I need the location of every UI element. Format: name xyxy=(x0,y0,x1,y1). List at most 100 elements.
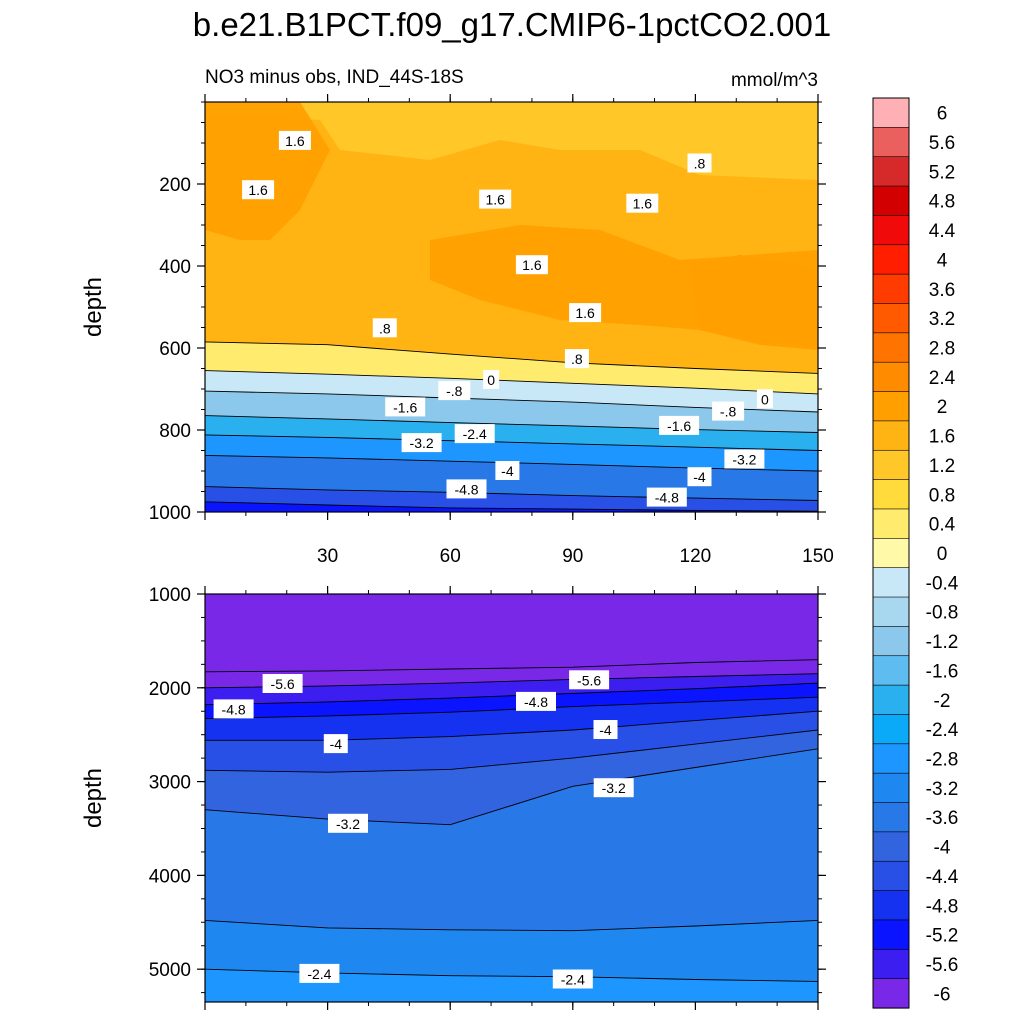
colorbar-label: 1.6 xyxy=(929,427,955,448)
svg-text:0: 0 xyxy=(761,391,769,407)
svg-text:-.8: -.8 xyxy=(720,404,737,420)
upper-y-tick-label: 1000 xyxy=(149,503,191,524)
upper-x-tick-label: 120 xyxy=(680,546,712,567)
svg-text:-4.8: -4.8 xyxy=(524,694,548,710)
lower-contour-label: -3.2 xyxy=(593,778,634,798)
upper-depth-panel: 1.6 1.6 1.6 1.6 1.6 1.6 .8 .8 .8 0 0 -.8 -.8 -1.6 -1.6… xyxy=(149,94,834,567)
lower-y-tick-label: 1000 xyxy=(149,585,191,606)
colorbar-frame xyxy=(872,97,910,1009)
colorbar-swatch xyxy=(872,978,910,1009)
colorbar-label: -2 xyxy=(934,691,951,712)
upper-contour-label: 1.6 xyxy=(278,130,311,150)
colorbar-swatch xyxy=(872,449,910,481)
colorbar-swatch xyxy=(872,508,910,539)
upper-contour-label: -4 xyxy=(687,467,712,487)
lower-y-tick-label: 2000 xyxy=(149,679,191,700)
svg-text:-5.6: -5.6 xyxy=(271,676,295,692)
upper-contour-label: 1.6 xyxy=(569,303,602,323)
svg-text:-1.6: -1.6 xyxy=(667,418,691,434)
colorbar-label: 2 xyxy=(937,397,948,418)
colorbar-swatch xyxy=(872,97,910,128)
upper-isoline-0.8 xyxy=(205,341,818,374)
lower-band-below--2.4 xyxy=(205,969,818,1002)
colorbar-swatch xyxy=(872,185,910,217)
lower-y-tick-label: 3000 xyxy=(149,773,191,794)
lower-contour-label: -5.6 xyxy=(262,674,303,693)
colorbar-label: -1.6 xyxy=(926,661,959,682)
upper-isoline--4.8 xyxy=(205,501,818,512)
colorbar-label: 5.2 xyxy=(929,162,955,183)
svg-text:1.6: 1.6 xyxy=(522,257,542,273)
colorbar-swatch xyxy=(872,567,910,598)
upper-x-tick-label: 150 xyxy=(802,546,834,567)
upper-contour-label: 1.6 xyxy=(242,180,275,200)
svg-text:-4.8: -4.8 xyxy=(222,701,246,717)
upper-isoline--2.4 xyxy=(205,434,818,451)
svg-text:.8: .8 xyxy=(571,351,583,367)
colorbar: 6 5.6 5.2 4.8 4.4 4 3.6 3.2 2.8 2.4 2 1.6 1.2 0.8 0.4 0… xyxy=(872,97,959,1009)
colorbar-label: 2.4 xyxy=(929,368,956,389)
colorbar-label: -5.2 xyxy=(926,926,959,947)
colorbar-swatch xyxy=(872,538,910,569)
colorbar-swatch xyxy=(872,332,910,363)
svg-text:-4.8: -4.8 xyxy=(454,481,478,497)
lower-contour-label: -4.8 xyxy=(516,691,556,711)
colorbar-swatch xyxy=(872,948,910,980)
colorbar-swatch xyxy=(872,890,910,921)
svg-text:-.8: -.8 xyxy=(446,383,463,399)
svg-text:-4: -4 xyxy=(693,469,706,485)
lower-contour-label: -4 xyxy=(323,734,348,754)
colorbar-label: -3.2 xyxy=(926,779,959,800)
chart-title: b.e21.B1PCT.f09_g17.CMIP6-1pctCO2.001 xyxy=(193,6,831,43)
colorbar-swatch xyxy=(872,655,910,686)
colorbar-label: 2.8 xyxy=(929,339,955,360)
colorbar-swatch xyxy=(872,919,910,950)
colorbar-label: -4.4 xyxy=(926,867,959,888)
colorbar-swatch xyxy=(872,215,910,246)
lower-isoline--3.2 xyxy=(205,748,818,826)
left-subtitle: NO3 minus obs, IND_44S-18S xyxy=(205,67,464,88)
lower-contour-label: -3.2 xyxy=(328,813,368,833)
svg-text:.8: .8 xyxy=(694,156,706,172)
upper-contour-label: 1.6 xyxy=(479,189,512,209)
svg-text:1.6: 1.6 xyxy=(285,133,305,149)
svg-text:-2.4: -2.4 xyxy=(307,966,331,982)
colorbar-label: -0.8 xyxy=(926,603,959,624)
lower-isoline--4 xyxy=(205,710,818,741)
colorbar-swatch xyxy=(872,391,910,422)
lower-isoline--4.4 xyxy=(205,696,818,720)
colorbar-swatch xyxy=(872,860,910,892)
colorbar-label: 0.4 xyxy=(929,515,956,536)
colorbar-swatch xyxy=(872,831,910,862)
lower-panel-frame xyxy=(204,593,819,1003)
upper-contour-label: .8 xyxy=(687,153,712,173)
svg-text:-3.2: -3.2 xyxy=(336,816,360,832)
svg-text:-3.2: -3.2 xyxy=(602,780,626,796)
upper-y-tick-label: 400 xyxy=(159,257,191,278)
colorbar-label: -5.6 xyxy=(926,955,959,976)
lower-isoline--5.6 xyxy=(205,659,818,673)
lower-contour-label: -2.4 xyxy=(299,963,340,983)
lower-isoline--5.2 xyxy=(205,673,818,689)
upper-contour-label: .8 xyxy=(372,318,397,338)
upper-contour-label: -.8 xyxy=(438,381,471,401)
upper-contour-label: 1.6 xyxy=(515,255,548,275)
colorbar-label: 4 xyxy=(937,251,948,272)
upper-contour-label: -4.8 xyxy=(646,487,687,507)
svg-text:1.6: 1.6 xyxy=(485,192,505,208)
colorbar-swatch xyxy=(872,303,910,334)
svg-text:1.6: 1.6 xyxy=(248,182,268,198)
svg-text:1.6: 1.6 xyxy=(633,196,653,212)
lower-depth-panel: -5.6 -5.6 -4.8 -4.8 -4 -4 -3.2 -3.2 -2.4 -2.4 100… xyxy=(149,585,826,1010)
colorbar-label: -2.8 xyxy=(926,750,959,771)
lower-contour-label: -4.8 xyxy=(213,699,254,719)
upper-contour-label: -4 xyxy=(495,461,520,480)
lower-contour-label: -2.4 xyxy=(552,969,593,989)
colorbar-label: -6 xyxy=(934,984,951,1005)
svg-text:-4: -4 xyxy=(599,722,612,738)
upper-x-tick-label: 90 xyxy=(562,546,583,567)
colorbar-swatch xyxy=(872,156,910,187)
colorbar-label: 3.2 xyxy=(929,309,955,330)
colorbar-label: -4.8 xyxy=(926,896,959,917)
colorbar-swatch xyxy=(872,244,910,275)
